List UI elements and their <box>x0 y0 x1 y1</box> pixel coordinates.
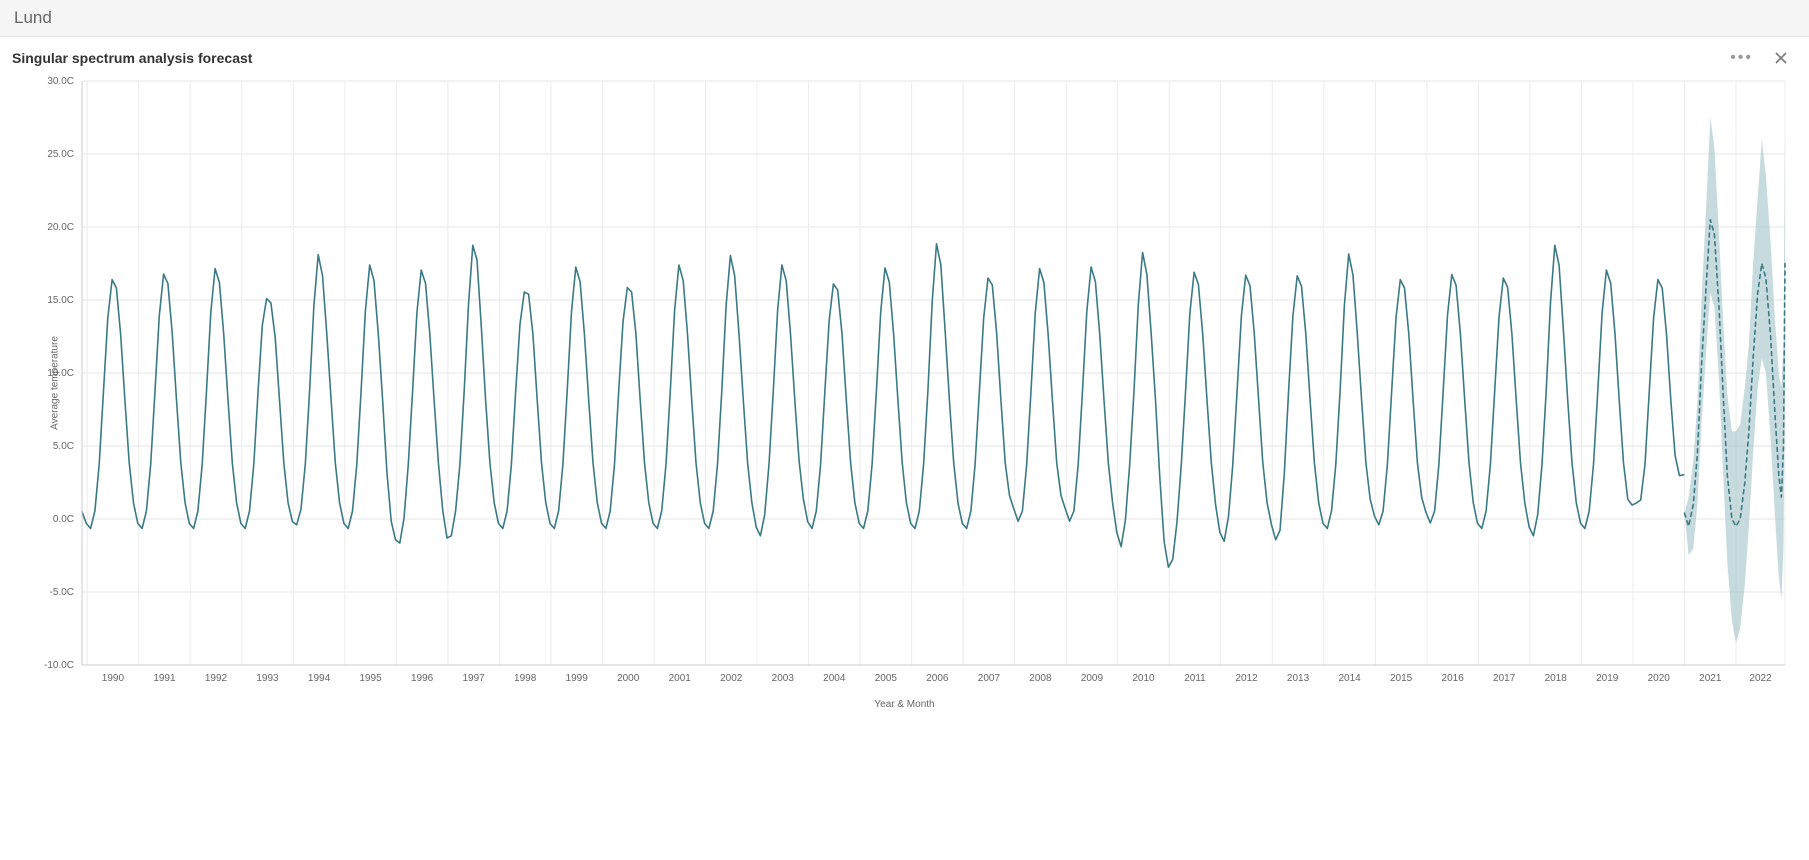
svg-text:1994: 1994 <box>308 673 331 684</box>
svg-text:20.0C: 20.0C <box>47 222 74 233</box>
chart-plot-area: Average temperature -10.0C-5.0C0.0C5.0C1… <box>12 73 1797 693</box>
svg-text:2003: 2003 <box>772 673 795 684</box>
more-options-icon[interactable]: ••• <box>1730 49 1753 67</box>
svg-text:30.0C: 30.0C <box>47 76 74 87</box>
svg-text:2016: 2016 <box>1442 673 1465 684</box>
svg-text:1990: 1990 <box>102 673 125 684</box>
svg-text:2000: 2000 <box>617 673 640 684</box>
svg-text:5.0C: 5.0C <box>53 441 74 452</box>
chart-title: Singular spectrum analysis forecast <box>12 50 252 66</box>
svg-text:2002: 2002 <box>720 673 743 684</box>
svg-text:2005: 2005 <box>875 673 898 684</box>
svg-text:2022: 2022 <box>1749 673 1772 684</box>
svg-text:1996: 1996 <box>411 673 434 684</box>
svg-text:1993: 1993 <box>256 673 279 684</box>
svg-text:2001: 2001 <box>669 673 692 684</box>
svg-text:-5.0C: -5.0C <box>50 587 74 598</box>
x-axis-title: Year & Month <box>12 693 1797 720</box>
svg-text:1991: 1991 <box>153 673 176 684</box>
timeseries-chart: -10.0C-5.0C0.0C5.0C10.0C15.0C20.0C25.0C3… <box>12 73 1797 693</box>
svg-text:2020: 2020 <box>1648 673 1671 684</box>
svg-text:1992: 1992 <box>205 673 228 684</box>
chart-actions: ••• <box>1730 49 1789 67</box>
svg-text:2006: 2006 <box>926 673 949 684</box>
svg-text:1999: 1999 <box>566 673 589 684</box>
svg-text:2007: 2007 <box>978 673 1001 684</box>
svg-text:25.0C: 25.0C <box>47 149 74 160</box>
chart-card: Singular spectrum analysis forecast ••• … <box>0 37 1809 724</box>
svg-text:2011: 2011 <box>1184 673 1206 684</box>
close-icon[interactable] <box>1773 50 1789 66</box>
svg-text:2010: 2010 <box>1132 673 1155 684</box>
svg-text:0.0C: 0.0C <box>53 514 74 525</box>
svg-text:2017: 2017 <box>1493 673 1516 684</box>
svg-text:1997: 1997 <box>462 673 485 684</box>
svg-text:15.0C: 15.0C <box>47 295 74 306</box>
svg-text:2021: 2021 <box>1699 673 1722 684</box>
svg-text:1995: 1995 <box>359 673 382 684</box>
svg-text:2009: 2009 <box>1081 673 1104 684</box>
svg-text:2012: 2012 <box>1235 673 1258 684</box>
y-axis-title: Average temperature <box>49 336 60 430</box>
svg-text:2008: 2008 <box>1029 673 1052 684</box>
svg-text:2019: 2019 <box>1596 673 1619 684</box>
svg-text:2004: 2004 <box>823 673 846 684</box>
svg-text:-10.0C: -10.0C <box>44 660 74 671</box>
chart-title-row: Singular spectrum analysis forecast ••• <box>12 47 1797 73</box>
svg-text:2018: 2018 <box>1545 673 1568 684</box>
svg-text:2015: 2015 <box>1390 673 1413 684</box>
page-title: Lund <box>14 8 52 27</box>
svg-text:2013: 2013 <box>1287 673 1310 684</box>
page-header: Lund <box>0 0 1809 37</box>
svg-text:1998: 1998 <box>514 673 537 684</box>
svg-text:2014: 2014 <box>1338 673 1361 684</box>
